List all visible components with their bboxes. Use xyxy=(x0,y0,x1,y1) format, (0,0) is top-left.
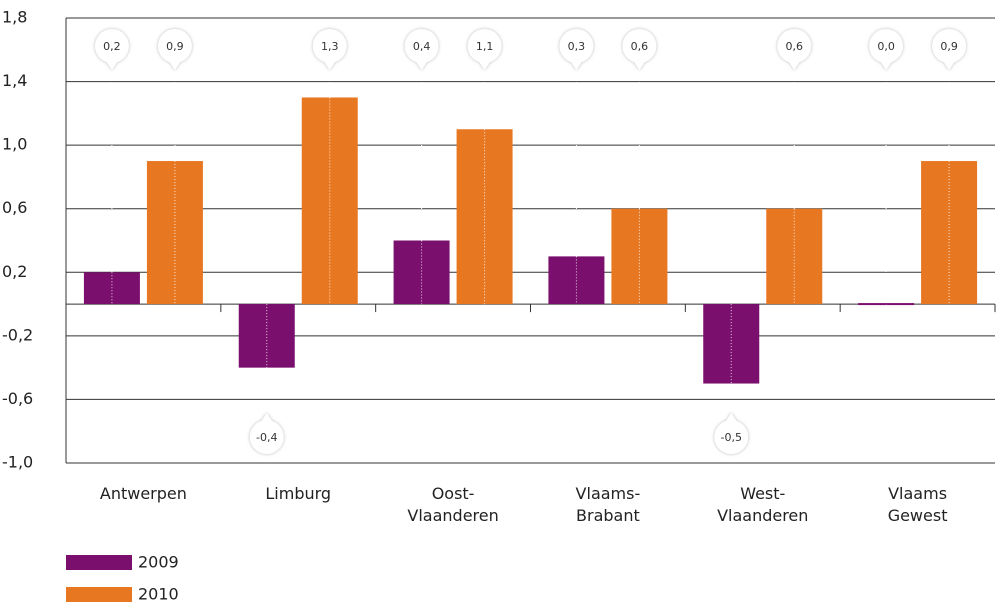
value-bubble xyxy=(94,29,129,70)
x-tick-label: Oost- Vlaanderen xyxy=(407,484,499,525)
bubble-pointer xyxy=(788,61,801,70)
bar xyxy=(921,161,978,305)
bubble xyxy=(559,29,594,63)
legend-swatch xyxy=(66,555,132,570)
value-label: 0,4 xyxy=(413,40,431,53)
bar xyxy=(146,161,203,305)
value-label: 1,1 xyxy=(476,40,494,53)
bubble xyxy=(312,29,347,63)
bubble xyxy=(714,420,749,454)
bubble-pointer xyxy=(943,61,956,70)
value-label: 0,6 xyxy=(786,40,804,53)
x-tick-label: Vlaams Gewest xyxy=(887,484,948,525)
value-label: 0,2 xyxy=(103,40,121,53)
value-bubble xyxy=(312,29,347,70)
bubble-pointer xyxy=(570,61,583,70)
bubble xyxy=(467,29,502,63)
value-label: 0,6 xyxy=(631,40,649,53)
bubble-pointer xyxy=(880,61,893,70)
legend-label: 2009 xyxy=(138,553,179,572)
x-tick-label: Limburg xyxy=(265,484,332,503)
bubble-pointer xyxy=(105,61,118,70)
bubble xyxy=(777,29,812,63)
y-tick-label: -0,2 xyxy=(2,325,33,344)
x-tick-label: Vlaams- Brabant xyxy=(575,484,641,525)
bubble xyxy=(157,29,192,63)
value-bubble xyxy=(404,29,439,70)
bar xyxy=(393,240,450,305)
value-bubble xyxy=(622,29,657,70)
bubble-pointer xyxy=(168,61,181,70)
bar xyxy=(548,256,605,305)
bubble xyxy=(932,29,967,63)
value-bubble xyxy=(714,413,749,454)
bubble-pointer xyxy=(260,413,273,422)
y-tick-label: -1,0 xyxy=(2,453,33,472)
y-tick-label: 1,4 xyxy=(2,71,27,90)
bubble xyxy=(869,29,904,63)
bubble-pointer xyxy=(415,61,428,70)
bubble xyxy=(249,420,284,454)
bar xyxy=(238,304,295,368)
legend-swatch xyxy=(66,587,132,602)
bubble-pointer xyxy=(725,413,738,422)
value-bubble xyxy=(157,29,192,70)
value-label: 0,9 xyxy=(940,40,958,53)
value-label: 0,0 xyxy=(877,40,895,53)
value-bubble xyxy=(467,29,502,70)
value-bubble xyxy=(559,29,594,70)
bubble-pointer xyxy=(633,61,646,70)
bubble-pointer xyxy=(323,61,336,70)
x-tick-label: Antwerpen xyxy=(99,484,187,503)
y-tick-label: 1,8 xyxy=(2,8,27,27)
value-label: -0,4 xyxy=(256,431,277,444)
value-bubble xyxy=(932,29,967,70)
bar xyxy=(301,97,358,305)
value-bubble xyxy=(249,413,284,454)
value-label: 0,9 xyxy=(166,40,184,53)
y-tick-label: 0,2 xyxy=(2,262,27,281)
value-label: 1,3 xyxy=(321,40,339,53)
value-label: 0,3 xyxy=(568,40,586,53)
bubble-pointer xyxy=(478,61,491,70)
bubble xyxy=(404,29,439,63)
y-tick-label: 0,6 xyxy=(2,198,27,217)
legend-label: 2010 xyxy=(138,585,179,604)
x-tick-label: West- Vlaanderen xyxy=(717,484,809,525)
value-bubble xyxy=(777,29,812,70)
bubble xyxy=(622,29,657,63)
value-label: -0,5 xyxy=(721,431,742,444)
value-bubble xyxy=(869,29,904,70)
y-tick-label: 1,0 xyxy=(2,135,27,154)
bubble xyxy=(94,29,129,63)
y-tick-label: -0,6 xyxy=(2,389,33,408)
